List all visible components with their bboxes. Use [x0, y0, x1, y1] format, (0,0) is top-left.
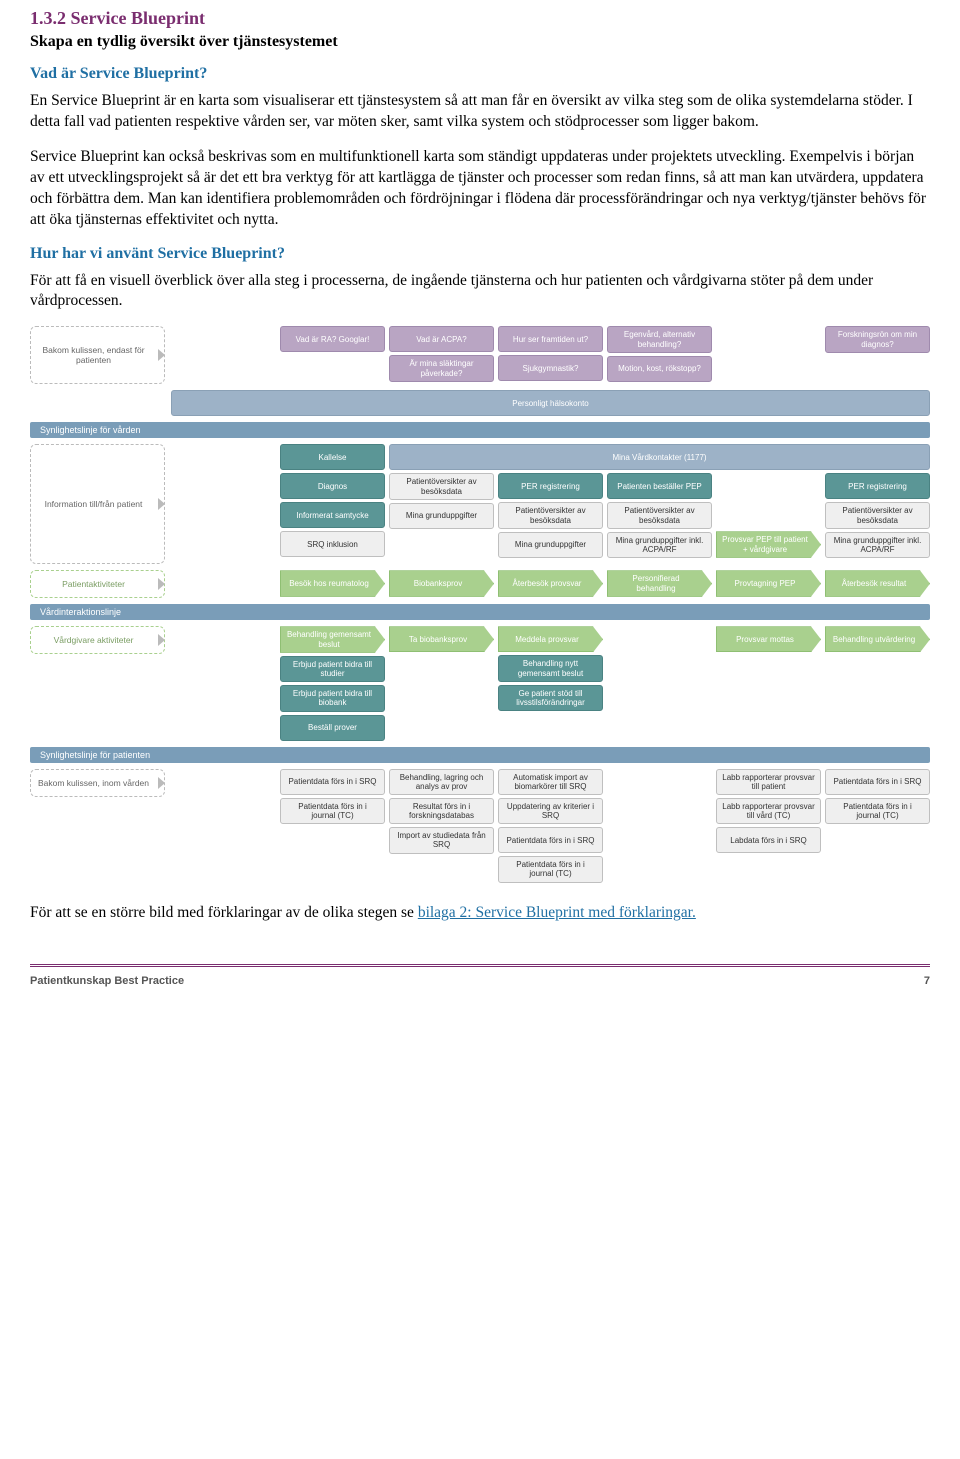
box: SRQ inklusion	[280, 531, 385, 557]
box: Patientöversikter av besöksdata	[825, 502, 930, 528]
arrow: Biobanksprov	[389, 570, 494, 596]
arrow: Besök hos reumatolog	[280, 570, 385, 596]
lane-label-behind-patient: Bakom kulissen, endast för patienten	[30, 326, 165, 384]
box: Forskningsrön om min diagnos?	[825, 326, 930, 352]
box: Patienten beställer PEP	[607, 473, 712, 499]
box: Är mina släktingar påverkade?	[389, 355, 494, 381]
box: Informerat samtycke	[280, 502, 385, 528]
arrow: Återbesök provsvar	[498, 570, 603, 596]
box: Automatisk import av biomarkörer till SR…	[498, 769, 603, 795]
page-footer: Patientkunskap Best Practice 7	[30, 964, 930, 987]
arrow: Provsvar mottas	[716, 626, 821, 652]
box: Ge patient stöd till livsstilsförändring…	[498, 685, 603, 711]
box: Behandling nytt gemensamt beslut	[498, 655, 603, 681]
box: Erbjud patient bidra till studier	[280, 656, 385, 682]
box: Uppdatering av kriterier i SRQ	[498, 798, 603, 824]
box: Patientdata förs in i journal (TC)	[280, 798, 385, 824]
box: Labb rapporterar provsvar till vård (TC)	[716, 798, 821, 824]
box: Labb rapporterar provsvar till patient	[716, 769, 821, 795]
arrow: Provtagning PEP	[716, 570, 821, 596]
box: Egenvård, alternativ behandling?	[607, 326, 712, 352]
lane-label-patient-activities: Patientaktiviteter	[30, 570, 165, 598]
lane-label-info: Information till/från patient	[30, 444, 165, 564]
box: Vad är ACPA?	[389, 326, 494, 352]
arrow: Ta biobanksprov	[389, 626, 494, 652]
box: Mina grunduppgifter inkl. ACPA/RF	[607, 532, 712, 558]
footer-title: Patientkunskap Best Practice	[30, 975, 184, 987]
paragraph-4-text: För att se en större bild med förklaring…	[30, 904, 418, 921]
paragraph-3: För att få en visuell överblick över all…	[30, 271, 930, 313]
box: Patientdata förs in i SRQ	[498, 827, 603, 853]
section-heading: 1.3.2 Service Blueprint	[30, 8, 930, 29]
question-1: Vad är Service Blueprint?	[30, 65, 930, 83]
paragraph-4: För att se en större bild med förklaring…	[30, 903, 930, 924]
box: Mina grunduppgifter	[498, 532, 603, 558]
box: Kallelse	[280, 444, 385, 470]
lane-label-behind-care: Bakom kulissen, inom vården	[30, 769, 165, 797]
section-subtitle: Skapa en tydlig översikt över tjänstesys…	[30, 33, 930, 51]
paragraph-1: En Service Blueprint är en karta som vis…	[30, 91, 930, 133]
arrow: Återbesök resultat	[825, 570, 930, 596]
divider-visibility-patient: Synlighetslinje för patienten	[30, 747, 930, 763]
lane-label-caregiver-activities: Vårdgivare aktiviteter	[30, 626, 165, 654]
band-personal-health: Personligt hälsokonto	[171, 390, 930, 416]
band-mvk: Mina Vårdkontakter (1177)	[389, 444, 930, 470]
box: Patientöversikter av besöksdata	[389, 473, 494, 499]
box: Beställ prover	[280, 715, 385, 741]
box: Erbjud patient bidra till biobank	[280, 685, 385, 711]
box: Patientdata förs in i journal (TC)	[825, 798, 930, 824]
arrow: Meddela provsvar	[498, 626, 603, 652]
box: Patientöversikter av besöksdata	[607, 502, 712, 528]
service-blueprint-diagram: Bakom kulissen, endast för patienten Vad…	[30, 326, 930, 882]
box: Patientdata förs in i SRQ	[280, 769, 385, 795]
box: Labdata förs in i SRQ	[716, 827, 821, 853]
box: Import av studiedata från SRQ	[389, 827, 494, 853]
box: PER registrering	[498, 473, 603, 499]
box: Vad är RA? Googlar!	[280, 326, 385, 352]
box: Sjukgymnastik?	[498, 355, 603, 381]
box: Behandling, lagring och analys av prov	[389, 769, 494, 795]
arrow: Behandling utvärdering	[825, 626, 930, 652]
arrow: Behandling gemensamt beslut	[280, 626, 385, 652]
divider-visibility-care: Synlighetslinje för vården	[30, 422, 930, 438]
footer-page-number: 7	[924, 975, 930, 987]
arrow: Personifierad behandling	[607, 570, 712, 596]
box: Mina grunduppgifter inkl. ACPA/RF	[825, 532, 930, 558]
box: Resultat förs in i forskningsdatabas	[389, 798, 494, 824]
attachment-link[interactable]: bilaga 2: Service Blueprint med förklari…	[418, 904, 696, 921]
box: Patientdata förs in i journal (TC)	[498, 856, 603, 882]
divider-care-interaction: Vårdinteraktionslinje	[30, 604, 930, 620]
box: PER registrering	[825, 473, 930, 499]
box: Patientdata förs in i SRQ	[825, 769, 930, 795]
arrow: Provsvar PEP till patient + vårdgivare	[716, 531, 821, 557]
box: Patientöversikter av besöksdata	[498, 502, 603, 528]
question-2: Hur har vi använt Service Blueprint?	[30, 245, 930, 263]
box: Hur ser framtiden ut?	[498, 326, 603, 352]
box: Motion, kost, rökstopp?	[607, 356, 712, 382]
box: Mina grunduppgifter	[389, 503, 494, 529]
paragraph-2: Service Blueprint kan också beskrivas so…	[30, 147, 930, 231]
box: Diagnos	[280, 473, 385, 499]
